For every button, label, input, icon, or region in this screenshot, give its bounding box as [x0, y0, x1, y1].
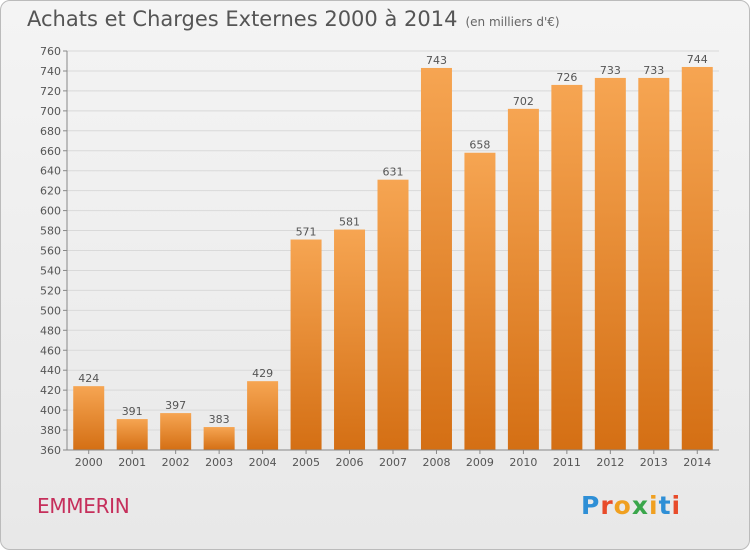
- bar-2010: [507, 108, 539, 450]
- x-tick-label: 2012: [596, 456, 624, 469]
- bar-2006: [334, 229, 366, 450]
- data-label-2014: 744: [687, 53, 708, 66]
- bar-2007: [377, 179, 409, 451]
- data-label-2003: 383: [209, 413, 230, 426]
- logo-letter: i: [671, 491, 682, 520]
- logo-letter: o: [613, 491, 632, 520]
- data-label-2000: 424: [78, 372, 99, 385]
- bar-2004: [247, 381, 279, 450]
- y-tick-label: 420: [40, 384, 61, 397]
- data-labels: 424 391 397 383 429 571 581 631 743 658 702 726 733 7…: [78, 53, 708, 426]
- data-label-2006: 581: [339, 216, 360, 229]
- data-label-2010: 702: [513, 95, 534, 108]
- x-tick-label: 2003: [205, 456, 233, 469]
- data-label-2001: 391: [122, 405, 143, 418]
- x-tick-label: 2011: [553, 456, 581, 469]
- bar-2008: [420, 67, 452, 451]
- logo-letter: x: [631, 491, 649, 520]
- y-tick-label: 660: [40, 145, 61, 158]
- y-tick-label: 440: [40, 364, 61, 377]
- x-tick-label: 2005: [292, 456, 320, 469]
- x-tick-label: 2010: [509, 456, 537, 469]
- bar-2009: [464, 152, 496, 450]
- y-tick-label: 580: [40, 225, 61, 238]
- bars: [73, 66, 713, 451]
- proxiti-logo: Proxiti: [581, 491, 681, 520]
- bar-2011: [551, 84, 583, 450]
- y-tick-label: 480: [40, 324, 61, 337]
- x-tick-label: 2009: [466, 456, 494, 469]
- data-label-2005: 571: [296, 226, 317, 239]
- data-label-2008: 743: [426, 54, 447, 67]
- logo-letter: t: [658, 491, 672, 520]
- y-tick-label: 380: [40, 424, 61, 437]
- y-tick-label: 620: [40, 185, 61, 198]
- y-tick-label: 760: [40, 45, 61, 58]
- y-tick-label: 600: [40, 205, 61, 218]
- data-label-2009: 658: [469, 139, 490, 152]
- y-axis: 360 380 400 420 440 460 480 500 520 540 560 580 600 6…: [40, 45, 68, 457]
- x-tick-label: 2008: [422, 456, 450, 469]
- y-tick-label: 540: [40, 264, 61, 277]
- bar-2005: [290, 239, 322, 450]
- y-tick-label: 740: [40, 65, 61, 78]
- logo-letter: r: [600, 491, 614, 520]
- y-tick-label: 700: [40, 105, 61, 118]
- chart-subtitle: (en milliers d'€): [465, 15, 560, 29]
- y-tick-label: 680: [40, 125, 61, 138]
- bar-2012: [594, 77, 626, 451]
- logo-letter: i: [649, 491, 659, 520]
- x-tick-label: 2013: [640, 456, 668, 469]
- y-tick-label: 460: [40, 344, 61, 357]
- data-label-2004: 429: [252, 367, 273, 380]
- bar-2002: [160, 413, 192, 450]
- bar-2013: [638, 77, 670, 451]
- bar-2003: [203, 427, 235, 450]
- x-tick-label: 2007: [379, 456, 407, 469]
- commune-name: EMMERIN: [37, 494, 130, 518]
- y-tick-label: 360: [40, 444, 61, 457]
- y-tick-label: 560: [40, 245, 61, 258]
- data-label-2013: 733: [643, 64, 664, 77]
- x-tick-label: 2006: [336, 456, 364, 469]
- chart-title: Achats et Charges Externes 2000 à 2014 (e…: [27, 7, 560, 31]
- data-label-2002: 397: [165, 399, 186, 412]
- x-tick-label: 2004: [249, 456, 277, 469]
- y-tick-label: 720: [40, 85, 61, 98]
- bar-2000: [73, 386, 105, 450]
- data-label-2011: 726: [556, 71, 577, 84]
- y-tick-label: 520: [40, 284, 61, 297]
- x-tick-label: 2014: [683, 456, 711, 469]
- y-tick-label: 640: [40, 165, 61, 178]
- bar-2014: [681, 66, 713, 451]
- y-tick-label: 400: [40, 404, 61, 417]
- bar-2001: [116, 419, 148, 450]
- data-label-2007: 631: [383, 166, 404, 179]
- data-label-2012: 733: [600, 64, 621, 77]
- title-text: Achats et Charges Externes 2000 à 2014: [27, 7, 458, 31]
- logo-letter: P: [581, 491, 601, 520]
- x-axis: 2000 2001 2002 2003 2004 2005 2006 2007 2008 2009…: [67, 449, 719, 469]
- x-tick-label: 2001: [118, 456, 146, 469]
- x-tick-label: 2002: [162, 456, 190, 469]
- y-tick-label: 500: [40, 304, 61, 317]
- x-tick-label: 2000: [75, 456, 103, 469]
